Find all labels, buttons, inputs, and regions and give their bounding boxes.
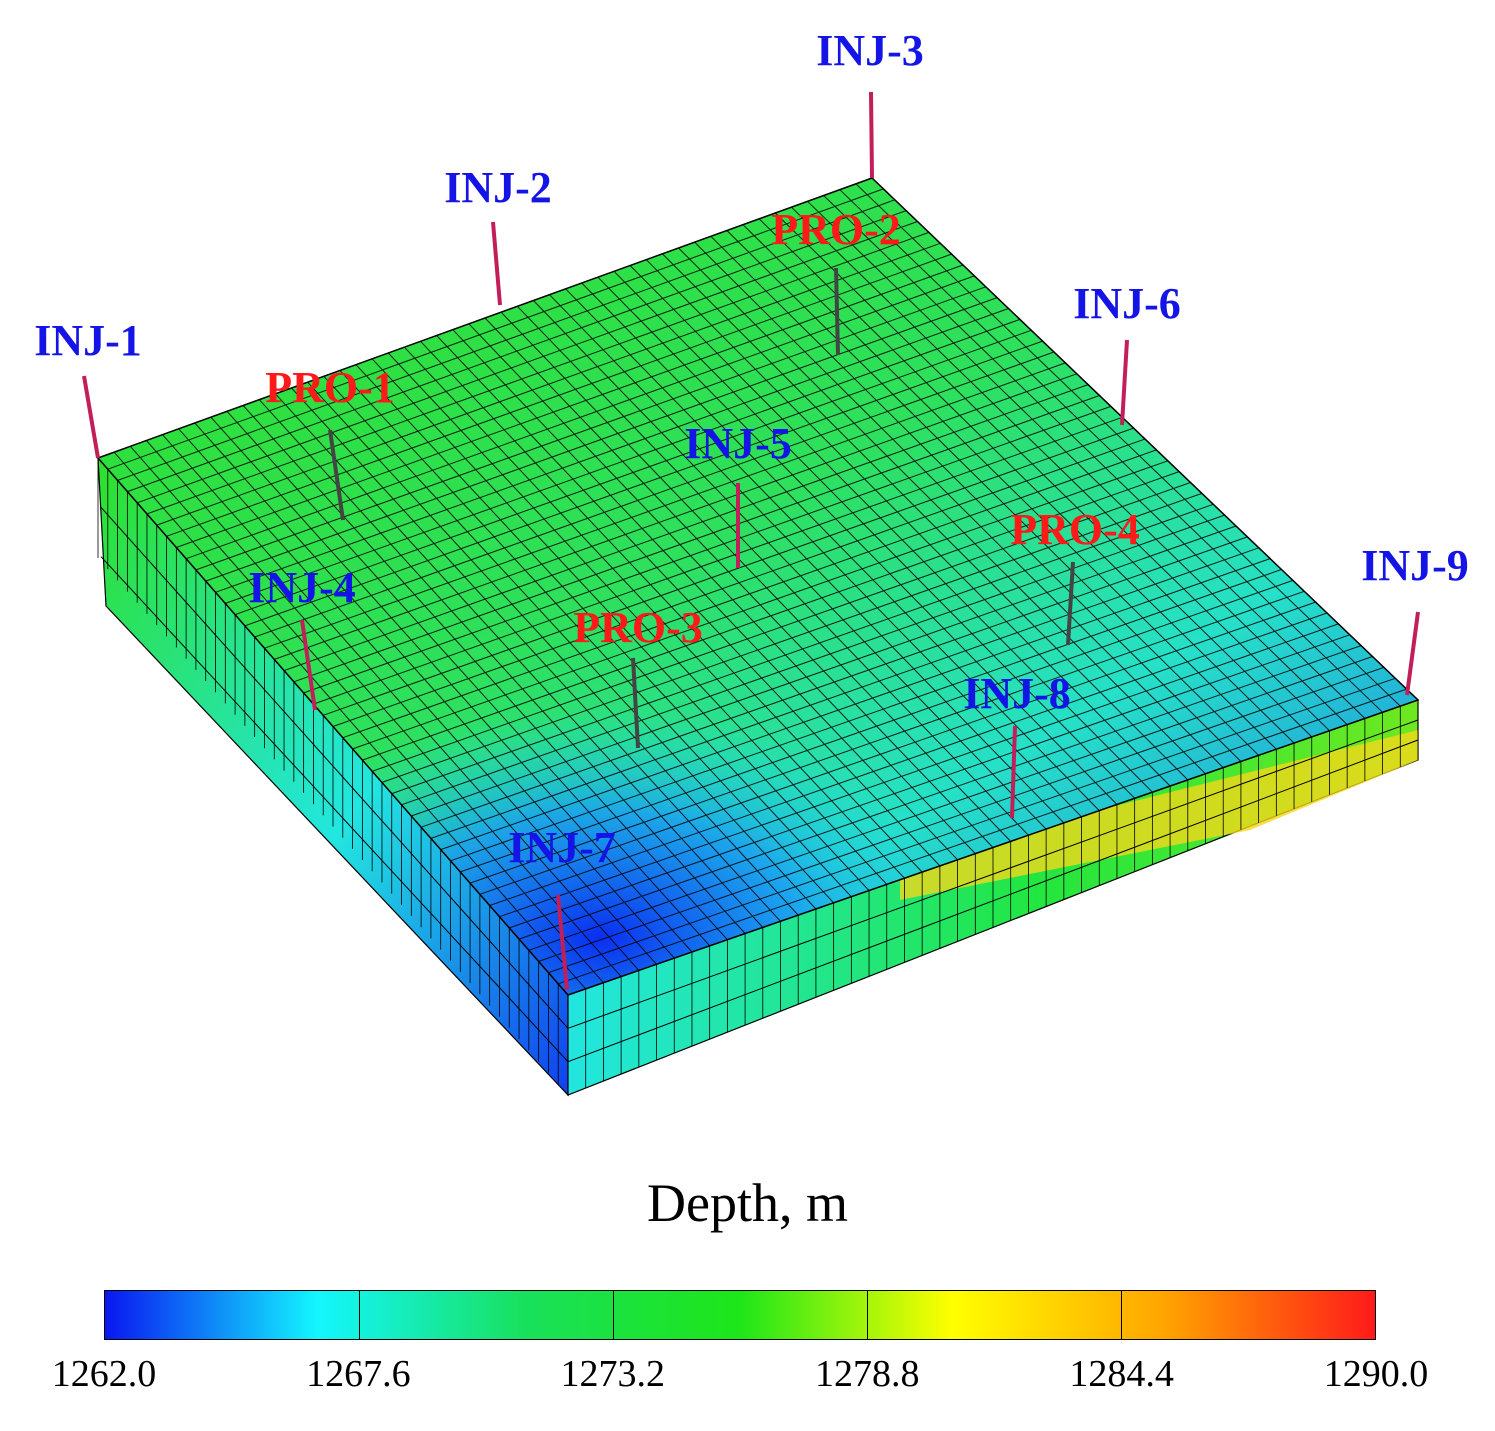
reservoir-top-surface [96, 177, 1420, 996]
well-label-pro-4: PRO-4 [1010, 505, 1140, 554]
well-pro-3 [631, 657, 640, 749]
well-inj-9 [1405, 611, 1420, 696]
well-label-inj-6: INJ-6 [1073, 279, 1181, 328]
well-trajectories [82, 91, 1420, 991]
shallow-region [98, 178, 1418, 995]
colorbar-divider [1121, 1291, 1122, 1339]
colorbar-divider [613, 1291, 614, 1339]
colorbar-divider [359, 1291, 360, 1339]
well-label-inj-2: INJ-2 [444, 163, 552, 212]
well-label-inj-8: INJ-8 [963, 669, 1071, 718]
well-inj-8 [1010, 725, 1017, 819]
well-pro-2 [834, 267, 840, 356]
well-label-inj-5: INJ-5 [684, 419, 792, 468]
deep-layer-band [900, 730, 1418, 900]
colorbar-divider [867, 1291, 868, 1339]
well-label-inj-7: INJ-7 [508, 823, 616, 872]
top-surface-outline [96, 177, 1420, 996]
well-inj-4 [300, 619, 317, 711]
reservoir-model: INJ-1 INJ-2 INJ-3 INJ-4 INJ-5 INJ-6 INJ-7 INJ-8… [34, 26, 1469, 1097]
well-inj-1 [82, 375, 100, 459]
reservoir-sides [97, 456, 1419, 1097]
well-label-inj-1: INJ-1 [34, 316, 142, 365]
well-label-inj-4: INJ-4 [248, 563, 356, 612]
colorbar-tick-label: 1273.2 [560, 1353, 666, 1395]
colorbar-tick-label: 1278.8 [814, 1353, 920, 1395]
well-inj-6 [1120, 339, 1129, 426]
well-label-pro-1: PRO-1 [265, 363, 395, 412]
colorbar-tick-label: 1290.0 [1323, 1353, 1429, 1395]
colorbar-tick-label: 1284.4 [1069, 1353, 1174, 1395]
well-labels: INJ-1 INJ-2 INJ-3 INJ-4 INJ-5 INJ-6 INJ-7 INJ-8… [34, 26, 1469, 872]
colorbar-tick-label: 1267.6 [306, 1353, 411, 1395]
well-label-inj-3: INJ-3 [816, 26, 924, 75]
well-inj-3 [869, 91, 874, 179]
well-label-pro-3: PRO-3 [573, 603, 703, 652]
well-inj-7 [556, 894, 569, 991]
well-pro-1 [328, 429, 345, 521]
colorbar-title: Depth, m [647, 1173, 848, 1233]
depth-colorbar [104, 1290, 1376, 1340]
well-inj-2 [491, 221, 502, 306]
well-label-inj-9: INJ-9 [1361, 541, 1469, 590]
well-label-pro-2: PRO-2 [771, 205, 901, 254]
well-pro-4 [1066, 561, 1075, 646]
colorbar-tick-label: 1262.0 [51, 1353, 157, 1395]
